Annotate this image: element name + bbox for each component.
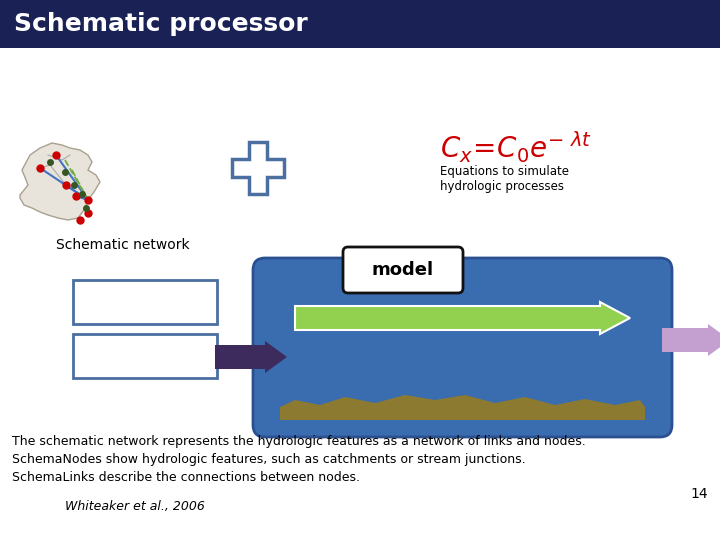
Text: Equations to simulate
hydrologic processes: Equations to simulate hydrologic process… bbox=[440, 165, 569, 193]
FancyBboxPatch shape bbox=[73, 334, 217, 378]
Polygon shape bbox=[280, 395, 645, 420]
Text: SchemaLinks describe the connections between nodes.: SchemaLinks describe the connections bet… bbox=[12, 471, 360, 484]
Text: Schematic network: Schematic network bbox=[56, 238, 189, 252]
FancyBboxPatch shape bbox=[253, 258, 672, 437]
FancyBboxPatch shape bbox=[73, 280, 217, 324]
Text: Whiteaker et al., 2006: Whiteaker et al., 2006 bbox=[65, 500, 205, 513]
FancyBboxPatch shape bbox=[343, 247, 463, 293]
Polygon shape bbox=[20, 143, 100, 220]
Text: The schematic network represents the hydrologic features as a network of links a: The schematic network represents the hyd… bbox=[12, 435, 586, 448]
FancyArrow shape bbox=[295, 302, 630, 334]
Bar bbox=[0, 0, 720, 48]
Text: 14: 14 bbox=[690, 487, 708, 501]
Text: Schematic processor: Schematic processor bbox=[14, 12, 307, 36]
FancyArrow shape bbox=[215, 341, 287, 373]
Polygon shape bbox=[232, 142, 284, 194]
Text: model: model bbox=[372, 261, 434, 279]
FancyArrow shape bbox=[662, 324, 720, 356]
Text: $C_x\!=\!C_0e^{-\ \lambda t}$: $C_x\!=\!C_0e^{-\ \lambda t}$ bbox=[440, 130, 592, 165]
Text: SchemaNodes show hydrologic features, such as catchments or stream junctions.: SchemaNodes show hydrologic features, su… bbox=[12, 453, 526, 466]
